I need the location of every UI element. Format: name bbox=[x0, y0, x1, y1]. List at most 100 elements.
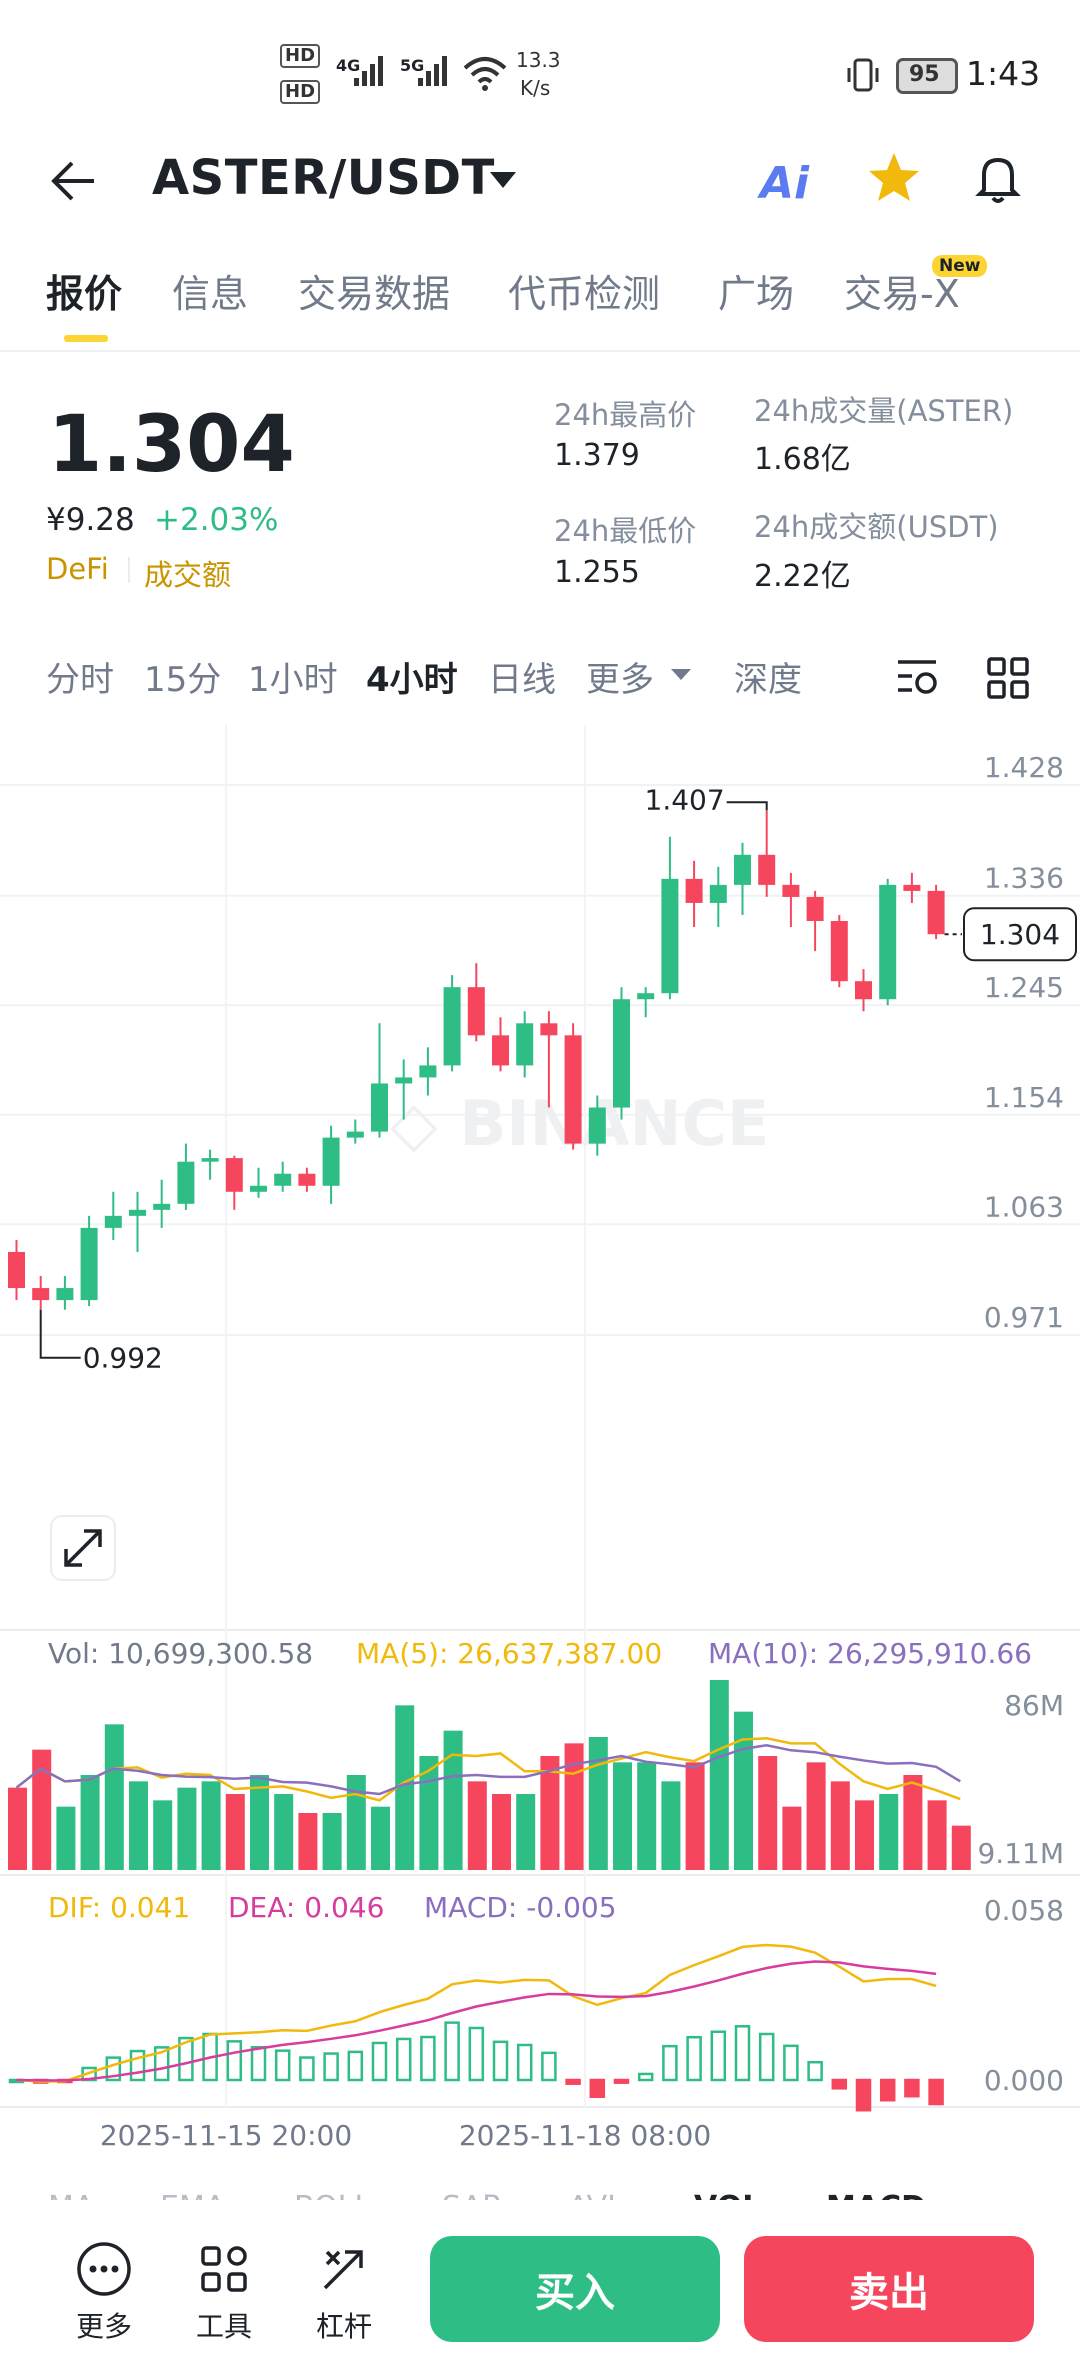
tools-button[interactable]: 工具 bbox=[174, 2240, 274, 2345]
dea-text: DEA: 0.046 bbox=[228, 1891, 385, 1924]
macd-histogram-bar bbox=[589, 2078, 606, 2098]
pair-title[interactable]: ASTER/USDT bbox=[152, 150, 495, 206]
interval-depth[interactable]: 深度 bbox=[734, 660, 802, 700]
candle-body bbox=[419, 1065, 437, 1078]
dif-line bbox=[16, 1943, 937, 2083]
interval-4h[interactable]: 4小时 bbox=[366, 660, 458, 700]
candle-body bbox=[516, 1023, 534, 1066]
more-button[interactable]: 更多 bbox=[54, 2240, 154, 2345]
volume-bar bbox=[806, 1762, 826, 1870]
candle-body bbox=[8, 1251, 25, 1289]
ma5-text: MA(5): 26,637,387.00 bbox=[356, 1637, 663, 1670]
interval-time[interactable]: 分时 bbox=[46, 660, 114, 700]
star-icon[interactable] bbox=[866, 150, 922, 206]
volume-bar bbox=[564, 1743, 584, 1870]
volume-bar bbox=[80, 1775, 100, 1870]
candle-body bbox=[564, 1035, 582, 1144]
tab-quote[interactable]: 报价 bbox=[46, 272, 123, 316]
tab-info[interactable]: 信息 bbox=[172, 272, 249, 316]
candle-body bbox=[540, 1023, 558, 1036]
battery-level: 95 bbox=[909, 62, 940, 87]
macd-histogram-bar bbox=[129, 2049, 146, 2082]
macd-histogram-bar bbox=[710, 2030, 727, 2082]
y-tick-label: 1.063 bbox=[984, 1190, 1064, 1223]
candle-body bbox=[201, 1158, 219, 1162]
macd-histogram-bar bbox=[904, 2078, 920, 2098]
macd-histogram-bar bbox=[178, 2036, 194, 2082]
volume-value: 1.68亿 bbox=[754, 442, 851, 477]
interval-1d[interactable]: 日线 bbox=[488, 660, 556, 700]
fullscreen-button[interactable] bbox=[50, 1515, 116, 1581]
hd-badge: HD bbox=[280, 80, 321, 104]
candle-body bbox=[709, 884, 727, 903]
macd-histogram-bar bbox=[637, 2072, 654, 2082]
leverage-button[interactable]: 杠杆 bbox=[294, 2240, 394, 2345]
volume-bar bbox=[855, 1800, 874, 1870]
vibrate-icon bbox=[847, 58, 879, 92]
chevron-down-icon[interactable] bbox=[670, 668, 692, 682]
volume-bar bbox=[588, 1737, 608, 1870]
interval-bar: 分时 15分 1小时 4小时 日线 更多 深度 bbox=[0, 652, 1080, 702]
volume-bar bbox=[951, 1825, 971, 1870]
chart-settings-icon[interactable] bbox=[894, 656, 940, 698]
macd-histogram-bar bbox=[250, 2045, 267, 2082]
macd-histogram-bar bbox=[153, 2046, 170, 2082]
macd-histogram-bar bbox=[565, 2078, 581, 2085]
buy-button[interactable]: 买入 bbox=[430, 2236, 720, 2342]
leverage-icon bbox=[323, 2250, 363, 2290]
y-tick-label: 1.154 bbox=[984, 1081, 1064, 1114]
kline-svg[interactable]: ◇ BINANCE 1.4281.3361.2451.1541.0630.971… bbox=[0, 725, 1080, 2155]
y-tick-label: 1.245 bbox=[984, 971, 1064, 1004]
volume-bar bbox=[540, 1756, 560, 1870]
macd-histogram-bar bbox=[613, 2078, 630, 2084]
candle-body bbox=[153, 1203, 171, 1210]
candle-body bbox=[492, 1035, 509, 1066]
amount-value: 2.22亿 bbox=[754, 559, 851, 594]
grid-layout-icon[interactable] bbox=[986, 656, 1030, 700]
tab-token-check[interactable]: 代币检测 bbox=[508, 272, 661, 316]
sell-button[interactable]: 卖出 bbox=[744, 2236, 1034, 2342]
tab-square[interactable]: 广场 bbox=[718, 272, 795, 316]
candle-body bbox=[588, 1107, 606, 1144]
volume-bar bbox=[903, 1775, 923, 1870]
macd-histogram-bar bbox=[662, 2044, 678, 2082]
sell-label: 卖出 bbox=[849, 2270, 929, 2316]
candle-body bbox=[346, 1131, 364, 1138]
interval-1h[interactable]: 1小时 bbox=[248, 660, 338, 700]
y-tick-label: 0.971 bbox=[984, 1301, 1064, 1334]
current-price-label: 1.304 bbox=[980, 918, 1060, 951]
tab-trading-data[interactable]: 交易数据 bbox=[298, 272, 451, 316]
x-axis-label: 2025-11-15 20:00 bbox=[100, 2119, 352, 2152]
candle-body bbox=[782, 884, 800, 897]
kline-chart[interactable]: ◇ BINANCE 1.428 1.336 1.245 1.154 1.063 0.971… bbox=[0, 725, 1080, 2155]
volume-label: 24h成交量(ASTER) bbox=[754, 394, 1014, 428]
volume-bar bbox=[443, 1730, 463, 1870]
volume-tick-label: 9.11M bbox=[977, 1837, 1064, 1870]
low-value: 1.255 bbox=[554, 555, 640, 590]
clock: 1:43 bbox=[966, 54, 1041, 93]
interval-15m[interactable]: 15分 bbox=[144, 660, 222, 700]
volume-bar bbox=[395, 1705, 415, 1870]
tag-defi[interactable]: DeFi bbox=[46, 552, 109, 586]
macd-tick-label: 0.058 bbox=[984, 1894, 1064, 1927]
dif-text: DIF: 0.041 bbox=[48, 1891, 191, 1924]
volume-bar bbox=[734, 1711, 753, 1870]
volume-bar bbox=[709, 1680, 729, 1870]
x-axis-label: 2025-11-18 08:00 bbox=[459, 2119, 711, 2152]
tab-trade-x[interactable]: 交易-X bbox=[844, 272, 960, 316]
interval-more[interactable]: 更多 bbox=[586, 660, 654, 700]
candle-body bbox=[80, 1227, 98, 1301]
macd-histogram-bar bbox=[807, 2060, 823, 2082]
volume-bar bbox=[346, 1775, 366, 1870]
ai-assistant-icon[interactable]: Ai bbox=[760, 158, 810, 209]
chevron-down-icon[interactable] bbox=[488, 170, 518, 192]
volume-bar bbox=[467, 1781, 487, 1870]
back-arrow-icon[interactable] bbox=[48, 156, 98, 206]
macd-histogram-bar bbox=[879, 2078, 896, 2102]
tag-volume[interactable]: 成交额 bbox=[144, 558, 232, 592]
volume-bar bbox=[56, 1806, 76, 1870]
leverage-label: 杠杆 bbox=[315, 2310, 372, 2343]
candle-body bbox=[250, 1185, 267, 1192]
new-badge: New bbox=[932, 255, 988, 277]
bell-icon[interactable] bbox=[970, 150, 1026, 206]
